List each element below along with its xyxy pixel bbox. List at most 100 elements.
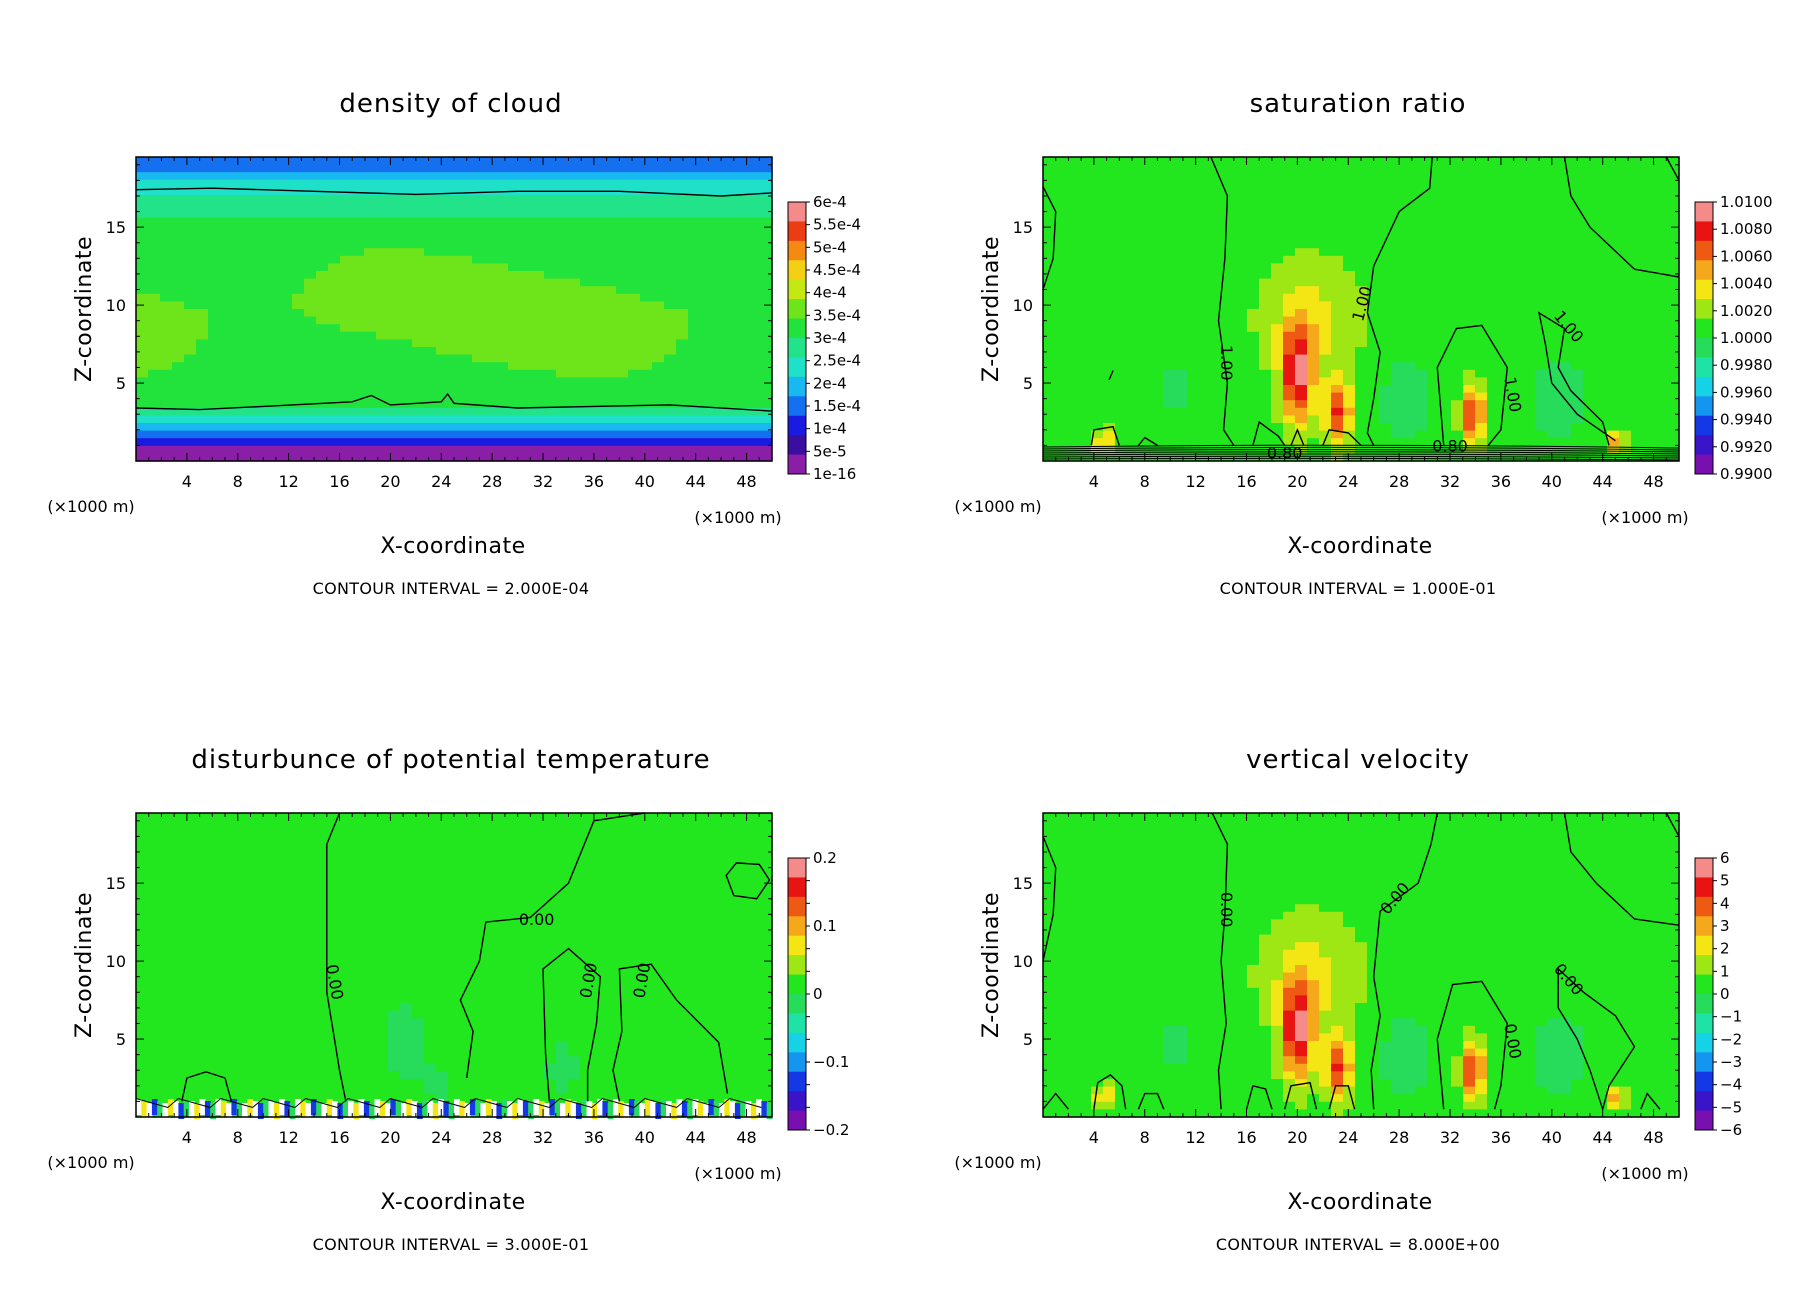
- heatmap-cell: [484, 157, 497, 166]
- heatmap-cell: [1439, 377, 1452, 386]
- heatmap-cell: [1235, 377, 1248, 386]
- heatmap-cell: [1475, 369, 1488, 378]
- heatmap-cell: [208, 423, 221, 432]
- heatmap-cell: [1139, 453, 1152, 462]
- heatmap-cell: [1415, 233, 1428, 242]
- heatmap-cell: [748, 309, 761, 318]
- heatmap-cell: [292, 248, 305, 257]
- heatmap-cell: [1583, 309, 1596, 318]
- heatmap-cell: [1463, 286, 1476, 295]
- heatmap-cell: [1631, 309, 1644, 318]
- heatmap-cell: [136, 195, 149, 204]
- heatmap-cell: [1379, 271, 1392, 280]
- heatmap-cell: [208, 1048, 221, 1057]
- heatmap-cell: [736, 316, 749, 325]
- heatmap-cell: [1127, 225, 1140, 234]
- heatmap-cell: [544, 347, 557, 356]
- heatmap-cell: [1619, 195, 1632, 204]
- heatmap-cell: [1355, 278, 1368, 287]
- heatmap-cell: [736, 354, 749, 363]
- heatmap-cell: [1559, 392, 1572, 401]
- heatmap-cell: [1571, 172, 1584, 181]
- heatmap-cell: [148, 965, 161, 974]
- heatmap-cell: [388, 362, 401, 371]
- heatmap-cell: [760, 369, 773, 378]
- heatmap-cell: [244, 278, 257, 287]
- heatmap-cell: [1559, 331, 1572, 340]
- heatmap-cell: [460, 233, 473, 242]
- heatmap-cell: [640, 202, 653, 211]
- heatmap-cell: [412, 415, 425, 424]
- heatmap-cell: [1199, 248, 1212, 257]
- heatmap-cell: [1307, 324, 1320, 333]
- heatmap-cell: [1643, 233, 1656, 242]
- heatmap-cell: [1523, 202, 1536, 211]
- heatmap-cell: [1079, 202, 1092, 211]
- heatmap-cell: [1283, 309, 1296, 318]
- heatmap-cell: [1115, 217, 1128, 226]
- heatmap-cell: [748, 172, 761, 181]
- heatmap-cell: [1451, 309, 1464, 318]
- heatmap-cell: [208, 896, 221, 905]
- heatmap-cell: [1175, 217, 1188, 226]
- heatmap-cell: [412, 286, 425, 295]
- heatmap-cell: [196, 995, 209, 1004]
- heatmap-cell: [1223, 157, 1236, 166]
- heatmap-cell: [556, 377, 569, 386]
- heatmap-cell: [268, 377, 281, 386]
- heatmap-cell: [328, 362, 341, 371]
- heatmap-cell: [184, 919, 197, 928]
- heatmap-cell: [1667, 309, 1680, 318]
- heatmap-cell: [1523, 210, 1536, 219]
- heatmap-cell: [724, 233, 737, 242]
- heatmap-cell: [1343, 293, 1356, 302]
- heatmap-cell: [148, 362, 161, 371]
- heatmap-cell: [460, 430, 473, 439]
- heatmap-cell: [1307, 377, 1320, 386]
- heatmap-cell: [676, 438, 689, 447]
- heatmap-cell: [148, 889, 161, 898]
- heatmap-cell: [580, 286, 593, 295]
- heatmap-cell: [472, 271, 485, 280]
- heatmap-cell: [220, 1086, 233, 1095]
- heatmap-cell: [1103, 195, 1116, 204]
- heatmap-cell: [172, 157, 185, 166]
- heatmap-cell: [340, 164, 353, 173]
- heatmap-cell: [652, 164, 665, 173]
- heatmap-cell: [1559, 362, 1572, 371]
- heatmap-cell: [340, 347, 353, 356]
- heatmap-cell: [700, 316, 713, 325]
- heatmap-cell: [268, 210, 281, 219]
- heatmap-cell: [412, 347, 425, 356]
- heatmap-cell: [256, 445, 269, 454]
- heatmap-cell: [352, 445, 365, 454]
- heatmap-cell: [1427, 392, 1440, 401]
- heatmap-cell: [148, 309, 161, 318]
- heatmap-cell: [712, 339, 725, 348]
- heatmap-cell: [196, 202, 209, 211]
- heatmap-cell: [1583, 301, 1596, 310]
- heatmap-cell: [520, 210, 533, 219]
- heatmap-cell: [244, 377, 257, 386]
- heatmap-cell: [484, 240, 497, 249]
- heatmap-cell: [136, 843, 149, 852]
- heatmap-cell: [1187, 217, 1200, 226]
- heatmap-cell: [1043, 407, 1056, 416]
- heatmap-cell: [328, 179, 341, 188]
- heatmap-cell: [1307, 316, 1320, 325]
- heatmap-cell: [184, 202, 197, 211]
- heatmap-cell: [1199, 331, 1212, 340]
- heatmap-cell: [1463, 157, 1476, 166]
- heatmap-cell: [148, 987, 161, 996]
- heatmap-cell: [316, 179, 329, 188]
- heatmap-cell: [1439, 225, 1452, 234]
- heatmap-cell: [1487, 278, 1500, 287]
- heatmap-cell: [256, 316, 269, 325]
- heatmap-cell: [1175, 453, 1188, 462]
- heatmap-cell: [1427, 187, 1440, 196]
- heatmap-cell: [700, 347, 713, 356]
- heatmap-cell: [1559, 430, 1572, 439]
- heatmap-cell: [316, 445, 329, 454]
- heatmap-cell: [1055, 339, 1068, 348]
- heatmap-cell: [1319, 400, 1332, 409]
